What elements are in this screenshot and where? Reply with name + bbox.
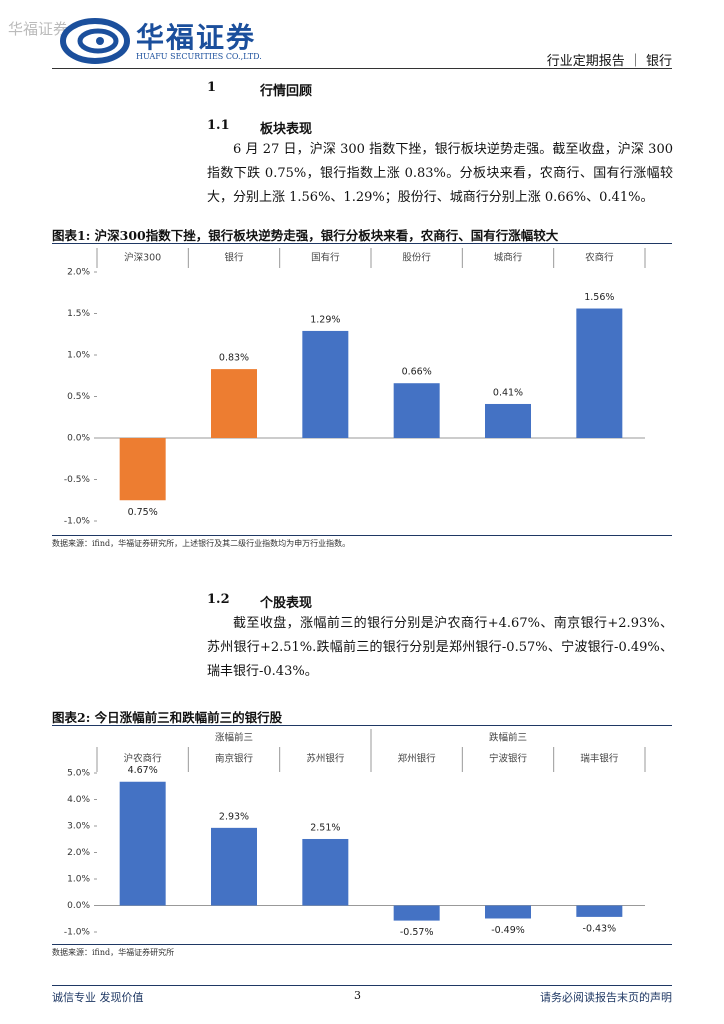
- heading-title: 板块表现: [260, 122, 313, 137]
- sector: 银行: [645, 54, 672, 69]
- category-label: 银行: [224, 252, 244, 264]
- value-label: 0.41%: [493, 387, 523, 398]
- footer-left: 诚信专业 发现价值: [52, 991, 144, 1004]
- chart-rule: [52, 535, 672, 536]
- logo-cn: 华福证券: [136, 21, 257, 54]
- y-tick-label: 0.0%: [67, 901, 90, 911]
- bar: [302, 838, 349, 906]
- bar: [485, 403, 531, 438]
- chart-rule: [52, 243, 672, 244]
- bar: [119, 438, 166, 501]
- category-label: 苏州银行: [306, 753, 345, 765]
- page-number: 3: [354, 989, 361, 1002]
- value-label: -0.43%: [583, 923, 617, 934]
- value-label: 2.93%: [219, 811, 249, 822]
- y-tick-label: -0.5%: [64, 475, 91, 485]
- watermark: 华福证券: [8, 20, 69, 38]
- group-label: 跌幅前三: [489, 732, 527, 744]
- category-label: 南京银行: [215, 753, 254, 765]
- footer-rule: [52, 985, 672, 986]
- category-label: 沪深300: [124, 252, 161, 264]
- bar: [119, 781, 166, 906]
- category-label: 沪农商行: [124, 753, 163, 765]
- value-label: 1.56%: [584, 292, 614, 303]
- bar: [576, 905, 623, 917]
- logo-mark: [60, 18, 130, 64]
- category-label: 郑州银行: [398, 753, 437, 765]
- category-label: 农商行: [585, 252, 614, 264]
- report-header: 行业定期报告 ｜ 银行: [546, 54, 672, 69]
- y-tick-label: 1.0%: [67, 351, 90, 361]
- paragraph: 截至收盘，涨幅前三的银行分别是沪农商行+4.67%、南京银行+2.93%、苏州银…: [207, 616, 673, 679]
- value-label: -0.49%: [491, 925, 525, 936]
- y-tick-label: 1.5%: [67, 309, 90, 319]
- value-label: 4.67%: [128, 765, 158, 776]
- value-label: 0.83%: [219, 353, 249, 364]
- heading-title: 个股表现: [260, 596, 313, 611]
- chart-rule: [52, 944, 672, 945]
- value-label: 0.75%: [128, 507, 158, 518]
- bar: [485, 905, 531, 919]
- y-tick-label: 2.0%: [67, 848, 90, 858]
- y-tick-label: 3.0%: [67, 822, 90, 832]
- bar: [302, 330, 349, 438]
- y-tick-label: 2.0%: [67, 268, 90, 278]
- y-tick-label: 5.0%: [67, 769, 90, 779]
- chart-rule: [52, 725, 672, 726]
- bar: [576, 308, 623, 438]
- heading-number: 1.2: [207, 592, 230, 607]
- value-label: -0.57%: [400, 927, 434, 938]
- bar: [211, 827, 257, 906]
- bar: [393, 383, 440, 438]
- y-tick-label: -1.0%: [64, 517, 91, 527]
- chart-title: 图表2: 今日涨幅前三和跌幅前三的银行股: [52, 710, 283, 725]
- chart-title: 图表1: 沪深300指数下挫，银行板块逆势走强，银行分板块来看，农商行、国有行涨…: [52, 228, 559, 243]
- category-label: 城商行: [494, 252, 523, 264]
- chart-source: 数据来源：ifind，华福证券研究所: [52, 948, 175, 957]
- heading-number: 1: [207, 80, 217, 95]
- heading-number: 1.1: [207, 118, 230, 133]
- chart-source: 数据来源：ifind，华福证券研究所，上述银行及其二级行业指数均为申万行业指数。: [52, 539, 351, 548]
- report-type: 行业定期报告: [546, 54, 625, 69]
- y-tick-label: 0.5%: [67, 392, 90, 402]
- y-tick-label: 0.0%: [67, 434, 90, 444]
- heading-title: 行情回顾: [260, 84, 313, 99]
- y-tick-label: 4.0%: [67, 795, 90, 805]
- paragraph: 6 月 27 日，沪深 300 指数下挫，银行板块逆势走强。截至收盘，沪深 30…: [207, 142, 673, 205]
- category-label: 国有行: [311, 252, 340, 264]
- group-label: 涨幅前三: [215, 732, 253, 744]
- bar: [393, 905, 440, 921]
- category-label: 宁波银行: [489, 753, 528, 765]
- y-tick-label: -1.0%: [64, 928, 91, 938]
- logo-en: HUAFU SECURITIES CO.,LTD.: [136, 52, 262, 61]
- y-tick-label: 1.0%: [67, 875, 90, 885]
- category-label: 股份行: [402, 252, 431, 264]
- category-label: 瑞丰银行: [580, 753, 619, 765]
- header-rule: [52, 68, 672, 69]
- value-label: 0.66%: [402, 367, 432, 378]
- value-label: 1.29%: [310, 314, 340, 325]
- footer-right: 请务必阅读报告末页的声明: [540, 991, 672, 1004]
- value-label: 2.51%: [310, 822, 340, 833]
- bar: [211, 369, 257, 438]
